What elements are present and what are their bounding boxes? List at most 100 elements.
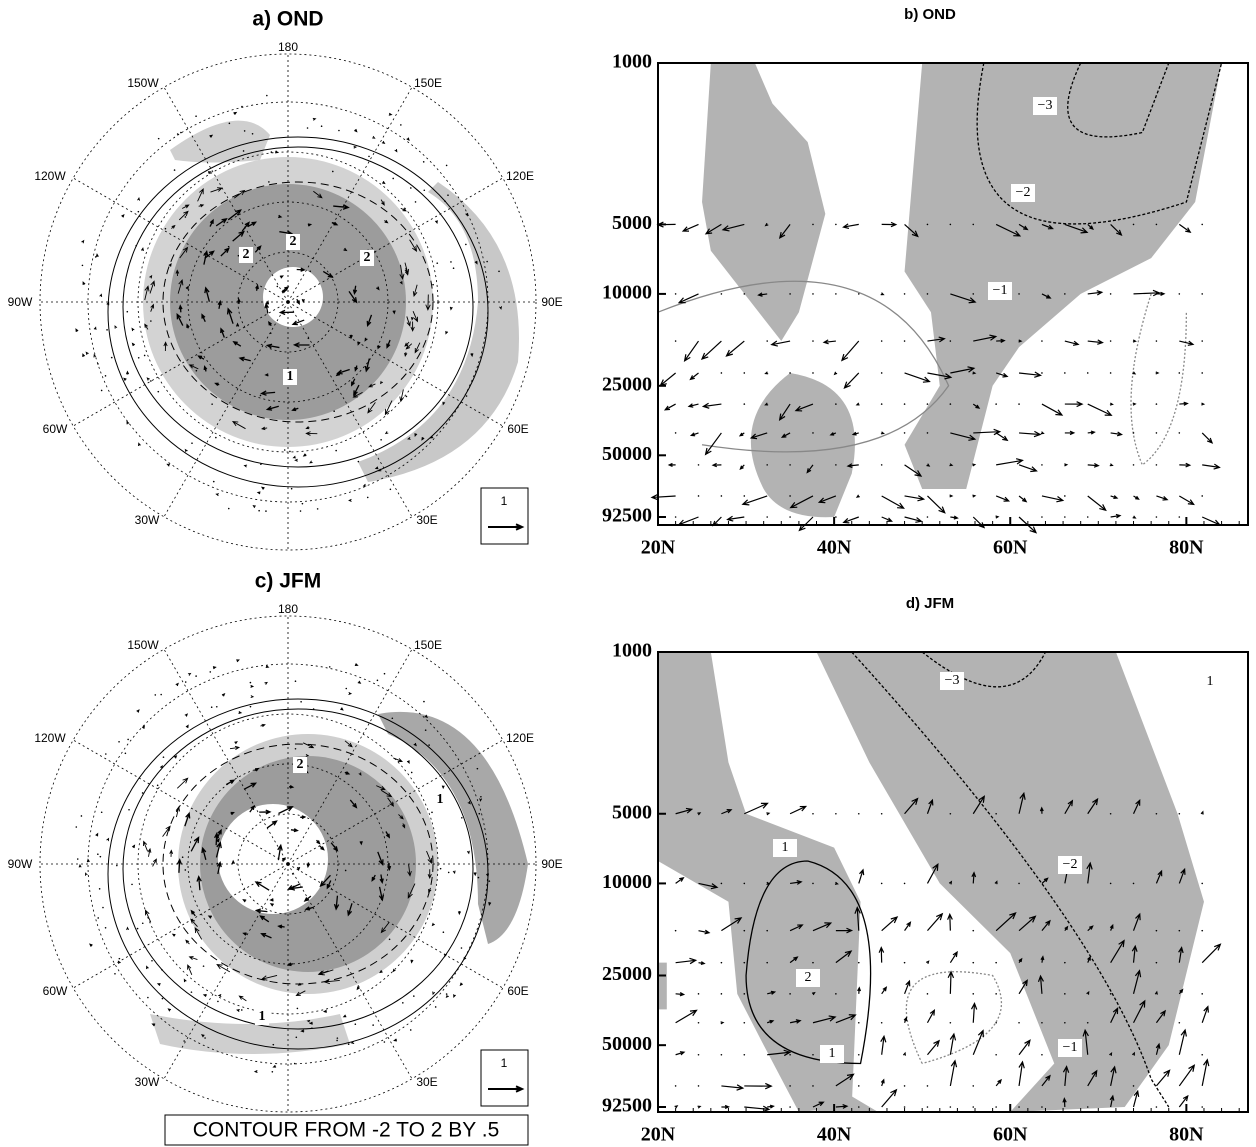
vector-dot <box>789 293 791 295</box>
vector <box>996 496 1009 501</box>
vector <box>237 1009 240 1011</box>
vector-dot <box>1041 1106 1043 1108</box>
vector <box>230 746 239 749</box>
vector-dot <box>368 156 370 158</box>
vector-dot <box>384 1041 386 1043</box>
vector-dot <box>789 1054 791 1056</box>
vector <box>79 865 81 867</box>
contour-label: 1 <box>259 1009 266 1024</box>
vector-dot <box>160 694 162 696</box>
vector-dot <box>812 372 814 374</box>
vector <box>948 914 953 930</box>
contour-label: −2 <box>1016 185 1031 200</box>
vector-dot <box>384 673 386 675</box>
vector-dot <box>402 1002 404 1004</box>
panel-title: a) OND <box>252 8 323 31</box>
vector <box>857 403 860 405</box>
vector-dot <box>309 270 311 272</box>
longitude-label: 90E <box>541 857 562 871</box>
vector-dot <box>335 450 337 452</box>
vector-dot <box>904 1106 906 1108</box>
vector <box>1179 496 1193 504</box>
vector-dot <box>721 883 723 885</box>
vector-dot <box>119 958 121 960</box>
vector <box>702 341 721 359</box>
vector-dot <box>1179 930 1181 932</box>
vector <box>685 341 699 361</box>
vector-dot <box>675 432 677 434</box>
vector <box>90 944 93 947</box>
vector-dot <box>99 888 101 890</box>
vector <box>1202 464 1219 469</box>
vector-dot <box>1133 1085 1135 1087</box>
vector-dot <box>1156 432 1158 434</box>
vector-dot <box>881 813 883 815</box>
vector-dot <box>444 200 446 202</box>
vector <box>703 403 721 408</box>
vector <box>1041 432 1044 434</box>
vector-dot <box>835 293 837 295</box>
vector-dot <box>904 403 906 405</box>
vector-dot <box>453 267 455 269</box>
vector-dot <box>465 244 467 246</box>
vector <box>726 341 744 356</box>
x-tick-label: 60N <box>993 1124 1028 1146</box>
vector-dot <box>1156 464 1158 466</box>
vector <box>313 118 316 120</box>
vector <box>253 506 256 508</box>
vector-dot <box>308 337 310 339</box>
vector-dot <box>191 442 193 444</box>
longitude-label: 180 <box>278 602 298 616</box>
vector <box>1179 1030 1186 1055</box>
vector <box>1179 1065 1194 1086</box>
vector-dot <box>211 403 213 405</box>
vector-dot <box>835 464 837 466</box>
vector <box>926 961 928 963</box>
vector-dot <box>250 706 252 708</box>
vector-dot <box>927 1085 929 1087</box>
vector <box>222 694 225 697</box>
contour-label: 1 <box>437 792 444 807</box>
vector <box>699 930 710 934</box>
vector <box>882 496 904 508</box>
vector-dot <box>415 201 417 203</box>
vector <box>96 254 98 257</box>
vector <box>713 463 721 466</box>
vector <box>1019 496 1026 502</box>
vector-dot <box>1201 1106 1203 1108</box>
vector-dot <box>428 744 430 746</box>
vector <box>232 861 234 863</box>
vector <box>138 198 140 200</box>
vector-dot <box>1041 1054 1043 1056</box>
vector-dot <box>721 293 723 295</box>
vector-dot <box>743 293 745 295</box>
vector <box>295 459 297 461</box>
vector-dot <box>743 1054 745 1056</box>
vector-dot <box>423 189 425 191</box>
shading <box>817 652 1204 1112</box>
vector <box>158 984 161 986</box>
vector-dot <box>345 688 347 690</box>
vector <box>905 517 922 522</box>
vector-dot <box>904 340 906 342</box>
vector <box>364 484 367 486</box>
vector <box>355 663 358 665</box>
vector-dot <box>766 930 768 932</box>
vector-dot <box>1041 372 1043 374</box>
vector-dot <box>295 680 297 682</box>
vector-dot <box>950 403 952 405</box>
panel-title: d) JFM <box>906 595 954 612</box>
vector-dot <box>721 372 723 374</box>
vector-dot <box>950 1106 952 1108</box>
vector-dot <box>698 495 700 497</box>
vector-dot <box>106 329 108 331</box>
vector-dot <box>295 748 297 750</box>
vector-dot <box>157 785 159 787</box>
panel-title: b) OND <box>904 6 956 23</box>
longitude-label: 60W <box>43 422 68 436</box>
y-tick-label: 25000 <box>602 373 652 395</box>
vector <box>143 842 147 852</box>
vector-dot <box>743 403 745 405</box>
y-tick-label: 5000 <box>612 212 652 234</box>
y-tick-label: 10000 <box>602 282 652 304</box>
